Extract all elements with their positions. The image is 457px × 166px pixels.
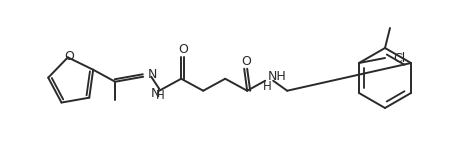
Text: O: O [178,43,188,56]
Text: Cl: Cl [393,51,405,65]
Text: NH: NH [268,70,287,83]
Text: O: O [64,50,74,63]
Text: N: N [148,68,158,81]
Text: H: H [156,89,165,102]
Text: O: O [241,55,250,68]
Text: N: N [150,87,160,100]
Text: H: H [263,80,271,93]
